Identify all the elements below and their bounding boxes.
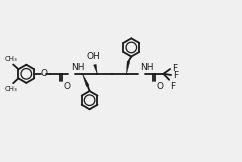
Text: OH: OH: [86, 52, 100, 61]
Text: F: F: [172, 64, 177, 73]
Text: O: O: [40, 69, 47, 78]
Polygon shape: [83, 74, 89, 86]
Text: NH: NH: [71, 63, 84, 72]
Text: O: O: [63, 82, 70, 91]
Text: CH₃: CH₃: [4, 56, 17, 62]
Polygon shape: [127, 61, 130, 74]
Text: NH: NH: [140, 63, 154, 72]
Text: F: F: [173, 70, 178, 80]
Text: F: F: [171, 82, 176, 91]
Text: CH₃: CH₃: [4, 86, 17, 92]
Polygon shape: [94, 64, 97, 74]
Text: O: O: [157, 82, 164, 91]
